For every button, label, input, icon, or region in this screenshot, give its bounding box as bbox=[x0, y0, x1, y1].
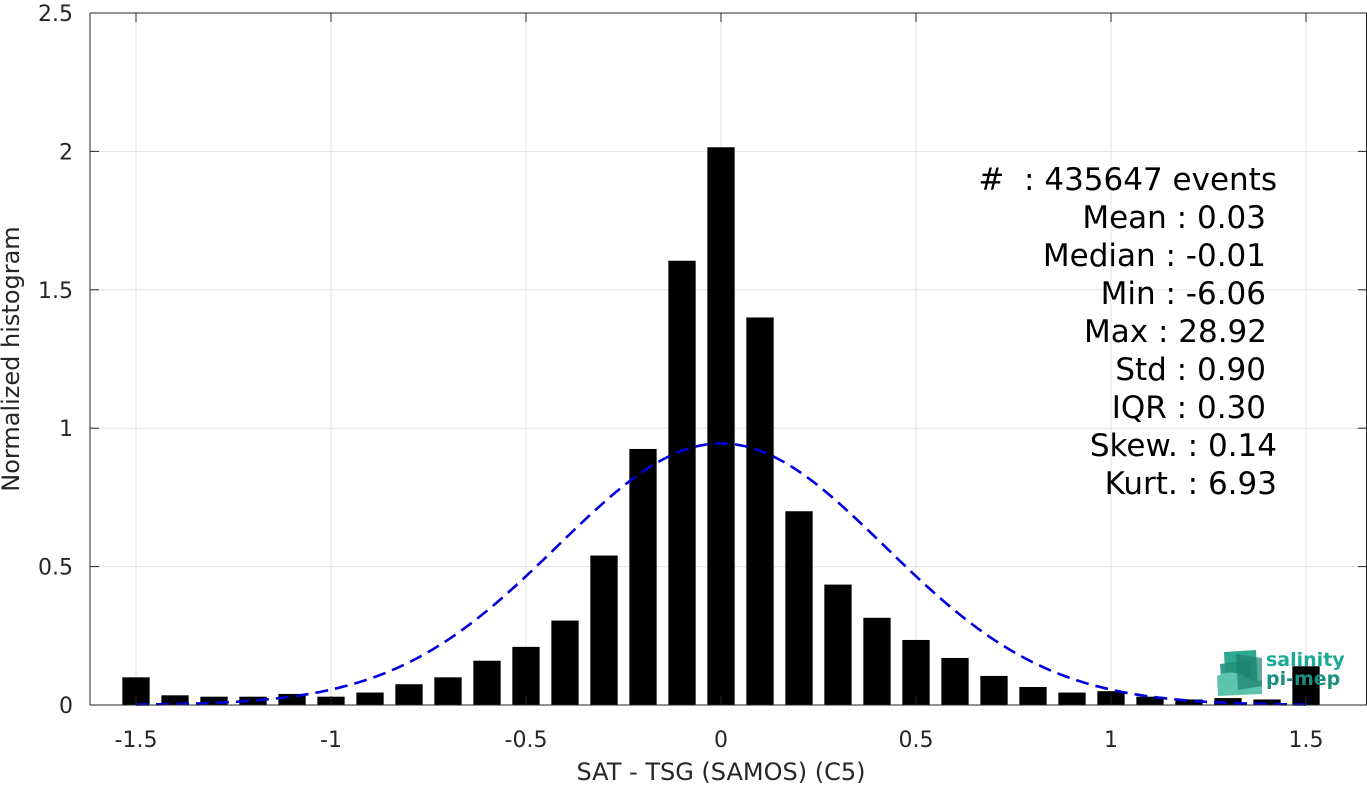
x-tick-label: -1 bbox=[320, 728, 342, 753]
histogram-bar bbox=[1214, 698, 1242, 705]
histogram-bar bbox=[863, 617, 891, 705]
histogram-bar bbox=[1175, 699, 1203, 705]
logo-text-salinity: salinity bbox=[1266, 649, 1345, 671]
x-tick-label: 1.5 bbox=[1289, 728, 1324, 753]
histogram-bar bbox=[590, 555, 618, 705]
x-tick-label: -1.5 bbox=[115, 728, 158, 753]
logo-text-pimep: pi-mep bbox=[1266, 668, 1340, 690]
histogram-bar bbox=[824, 584, 852, 705]
x-tick-label: 0 bbox=[714, 728, 728, 753]
normal-fit-curve bbox=[135, 442, 1307, 706]
stats-max: Max : 28.92 bbox=[1084, 314, 1267, 350]
histogram-bar bbox=[1136, 696, 1164, 705]
y-axis-label: Normalized histogram bbox=[0, 226, 25, 491]
histogram-bar bbox=[278, 693, 306, 705]
histogram-bar bbox=[980, 675, 1008, 705]
x-axis-ticks: -1.5 -1 -0.5 0 0.5 1 1.5 bbox=[115, 13, 1324, 753]
histogram-bar bbox=[356, 692, 384, 705]
histogram-bar bbox=[512, 646, 540, 705]
stats-iqr: IQR : 0.30 bbox=[1112, 390, 1266, 426]
histogram-bars bbox=[122, 147, 1320, 706]
histogram-bar bbox=[239, 696, 267, 705]
y-tick-label: 0.5 bbox=[38, 556, 73, 581]
histogram-bar bbox=[200, 696, 228, 705]
y-tick-label: 1 bbox=[59, 417, 73, 442]
x-tick-label: 0.5 bbox=[899, 728, 934, 753]
histogram-bar bbox=[941, 657, 969, 705]
stats-min: Min : -6.06 bbox=[1101, 276, 1266, 312]
histogram-bar bbox=[161, 695, 189, 705]
stats-skew: Skew. : 0.14 bbox=[1090, 428, 1277, 464]
stats-mean: Mean : 0.03 bbox=[1082, 200, 1266, 236]
histogram-bar bbox=[473, 660, 501, 705]
histogram-bar bbox=[551, 620, 579, 705]
histogram-bar bbox=[785, 511, 813, 705]
stats-kurt: Kurt. : 6.93 bbox=[1105, 466, 1277, 502]
stats-count: # : 435647 events bbox=[978, 162, 1277, 198]
histogram-bar bbox=[707, 147, 735, 706]
stats-std: Std : 0.90 bbox=[1115, 352, 1266, 388]
x-tick-label: -0.5 bbox=[505, 728, 548, 753]
histogram-bar bbox=[1019, 687, 1047, 705]
y-tick-label: 2.5 bbox=[38, 2, 73, 27]
stats-median: Median : -0.01 bbox=[1043, 238, 1266, 274]
histogram-bar bbox=[434, 677, 462, 705]
histogram-bar bbox=[668, 260, 696, 705]
histogram-bar bbox=[629, 448, 657, 705]
histogram-bar bbox=[1253, 699, 1281, 705]
y-tick-label: 2 bbox=[59, 140, 73, 165]
histogram-bar bbox=[395, 684, 423, 705]
histogram-bar bbox=[902, 639, 930, 705]
x-axis-label: SAT - TSG (SAMOS) (C5) bbox=[577, 758, 866, 785]
y-tick-label: 0 bbox=[59, 694, 73, 719]
y-tick-label: 1.5 bbox=[38, 279, 73, 304]
y-axis-ticks: 0 0.5 1 1.5 2 2.5 bbox=[38, 2, 1367, 719]
salinity-pimep-logo: salinity pi-mep bbox=[1217, 649, 1345, 696]
x-tick-label: 1 bbox=[1104, 728, 1118, 753]
wave-logo-icon bbox=[1217, 650, 1262, 696]
histogram-bar bbox=[1058, 692, 1086, 705]
stats-box: # : 435647 events Mean : 0.03 Median : -… bbox=[978, 162, 1277, 502]
histogram-bar bbox=[746, 317, 774, 705]
